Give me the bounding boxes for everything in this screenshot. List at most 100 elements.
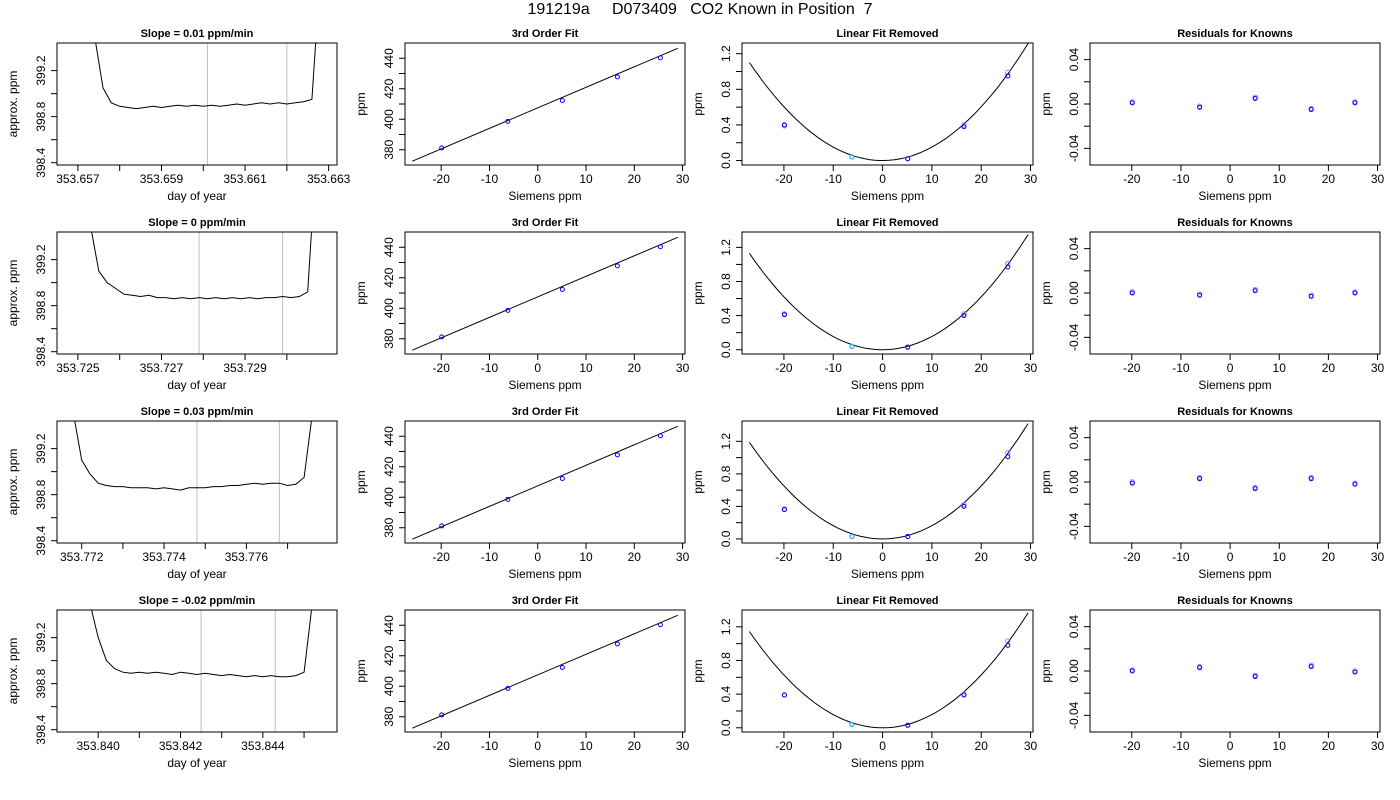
- data-point: [1197, 476, 1203, 482]
- panel-title: Slope = -0.02 ppm/min: [139, 595, 256, 607]
- x-axis-label: Siemens ppm: [851, 378, 924, 392]
- panel-title: Residuals for Knowns: [1177, 595, 1293, 607]
- y-axis-label: ppm: [1039, 470, 1053, 493]
- y-axis-label: ppm: [691, 470, 705, 493]
- data-point: [849, 154, 855, 160]
- y-axis-label: ppm: [1039, 281, 1053, 304]
- plot-frame: [1089, 609, 1381, 733]
- x-tick-label: 20: [628, 550, 642, 564]
- y-axis-label: ppm: [1039, 92, 1053, 115]
- y-tick-label: 398.4: [34, 336, 48, 366]
- panel-title: 3rd Order Fit: [512, 28, 579, 40]
- panel-title: 3rd Order Fit: [512, 595, 579, 607]
- y-tick-label: 1.2: [719, 433, 733, 450]
- fit-curve: [748, 234, 1029, 351]
- y-tick-label: 0.00: [1067, 659, 1081, 683]
- x-tick-label: -20: [1123, 739, 1141, 753]
- x-tick-label: 10: [579, 550, 593, 564]
- x-tick-label: 0: [1227, 550, 1234, 564]
- panel-r3c1: 3rd Order Fit Siemens ppm ppm -20 -10 0 10 20 30…: [354, 595, 690, 770]
- y-axis-label: ppm: [691, 281, 705, 304]
- y-tick-label: 440: [382, 426, 396, 446]
- x-tick-label: 10: [925, 550, 939, 564]
- x-axis-label: Siemens ppm: [508, 189, 581, 203]
- x-axis-label: Siemens ppm: [851, 756, 924, 770]
- panel-title: Linear Fit Removed: [836, 217, 938, 229]
- y-axis-label: approx. ppm: [6, 638, 20, 705]
- panel-r2c2: Linear Fit Removed Siemens ppm ppm -20 -10 0 1…: [691, 406, 1038, 581]
- x-tick-label: 20: [1322, 550, 1336, 564]
- x-tick-label: 10: [1273, 739, 1287, 753]
- data-point: [781, 692, 787, 698]
- data-point: [1252, 486, 1258, 492]
- y-tick-label: 440: [382, 48, 396, 68]
- panel-r0c0: Slope = 0.01 ppm/min day of year approx. p…: [6, 28, 351, 203]
- x-tick-label: -10: [1172, 172, 1190, 186]
- series-line: [95, 43, 317, 110]
- x-tick-label: 20: [628, 739, 642, 753]
- y-tick-label: 398.4: [34, 147, 48, 177]
- data-point: [614, 452, 620, 458]
- data-layer: [95, 43, 317, 110]
- data-point: [505, 685, 511, 691]
- data-point-secondary: [1005, 260, 1011, 267]
- panel-title: Linear Fit Removed: [836, 595, 938, 607]
- x-tick-label: -20: [775, 361, 793, 375]
- y-tick-label: 400: [382, 676, 396, 696]
- y-tick-label: 380: [382, 139, 396, 159]
- x-tick-label: 20: [1322, 172, 1336, 186]
- data-point: [505, 307, 511, 313]
- panel-title: 3rd Order Fit: [512, 406, 579, 418]
- data-point: [614, 641, 620, 647]
- data-point: [1252, 95, 1258, 101]
- x-tick-label: 30: [1024, 172, 1038, 186]
- x-tick-label: 10: [579, 361, 593, 375]
- data-point: [1352, 669, 1358, 675]
- y-axis-label: ppm: [1039, 659, 1053, 682]
- fit-line: [412, 425, 678, 540]
- data-point: [614, 263, 620, 269]
- data-point: [559, 664, 565, 670]
- data-layer: [1129, 94, 1358, 113]
- y-tick-label: 440: [382, 237, 396, 257]
- data-point: [849, 343, 855, 349]
- data-point: [559, 286, 565, 292]
- y-tick-label: 0.4: [719, 498, 733, 515]
- y-axis-label: ppm: [691, 92, 705, 115]
- x-tick-label: 20: [1322, 361, 1336, 375]
- x-tick-label: 0: [879, 172, 886, 186]
- data-point: [905, 533, 911, 539]
- y-tick-label: 0.04: [1067, 48, 1081, 72]
- x-axis-label: Siemens ppm: [851, 189, 924, 203]
- x-tick-label: 10: [925, 739, 939, 753]
- panel-r1c0: Slope = 0 ppm/min day of year approx. ppm 3…: [6, 217, 338, 392]
- y-tick-label: 380: [382, 706, 396, 726]
- y-tick-label: 420: [382, 78, 396, 98]
- y-tick-label: 0.00: [1067, 92, 1081, 116]
- x-tick-label: 30: [1371, 361, 1385, 375]
- fit-curve: [748, 43, 1029, 161]
- data-point: [1197, 292, 1203, 298]
- x-tick-label: 0: [1227, 739, 1234, 753]
- y-tick-label: 0.8: [719, 465, 733, 482]
- x-tick-label: 30: [676, 361, 690, 375]
- panel-r0c3: Residuals for Knowns Siemens ppm ppm -20 -10…: [1039, 28, 1385, 203]
- data-point: [849, 721, 855, 727]
- plot-frame: [56, 609, 338, 733]
- x-axis-label: day of year: [167, 756, 226, 770]
- data-point: [1252, 674, 1258, 680]
- x-tick-label: 0: [534, 550, 541, 564]
- plot-frame: [56, 42, 338, 166]
- y-tick-label: -0.04: [1067, 701, 1081, 729]
- data-layer: [412, 425, 678, 540]
- x-tick-label: 353.661: [223, 172, 267, 186]
- y-tick-label: 399.2: [34, 622, 48, 652]
- data-point: [849, 533, 855, 539]
- panel-title: Slope = 0.03 ppm/min: [141, 406, 254, 418]
- y-tick-label: 420: [382, 267, 396, 287]
- data-point: [905, 344, 911, 350]
- x-tick-label: -20: [433, 361, 451, 375]
- data-layer: [412, 236, 678, 351]
- data-point: [1005, 73, 1011, 79]
- x-axis-label: Siemens ppm: [508, 756, 581, 770]
